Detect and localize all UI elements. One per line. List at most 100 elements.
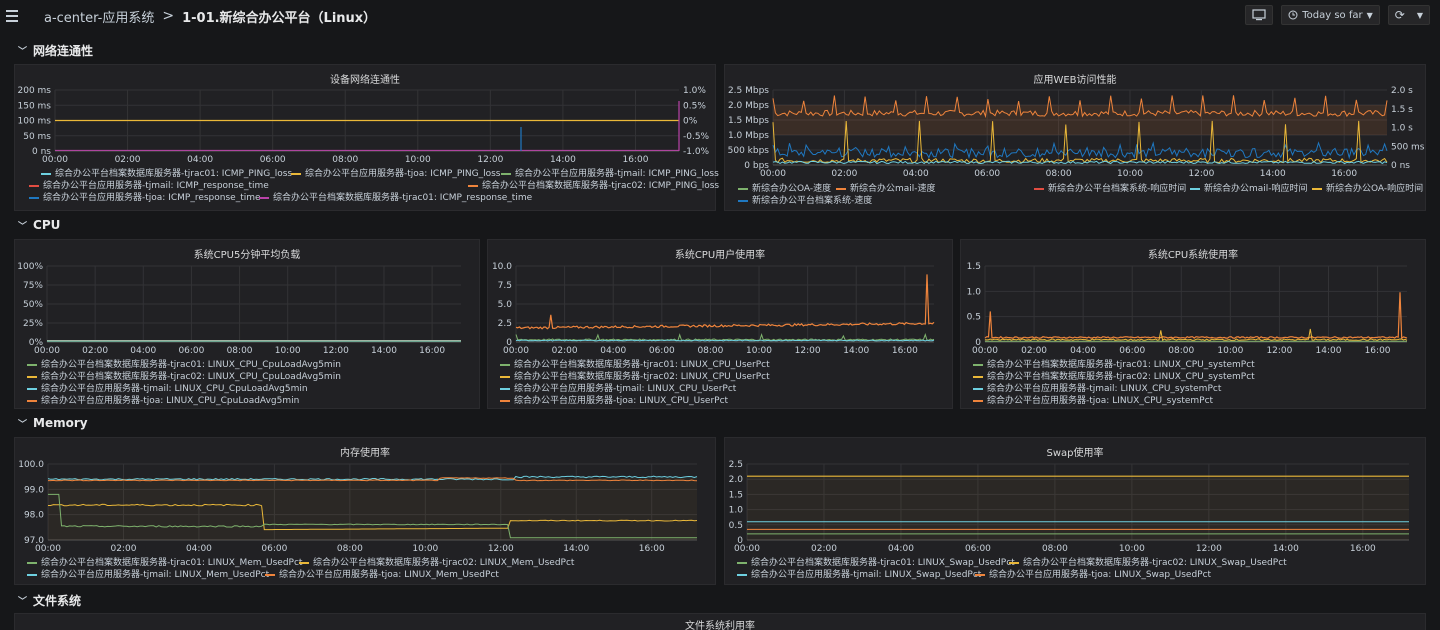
y2-tick-label: -1.0% [683,147,710,157]
legend-swatch [29,185,39,187]
series-tjoa-userpct [515,274,935,330]
legend-label: 综合办公平台应用服务器-tjmail: LINUX_CPU_UserPct [514,384,737,394]
legend-item[interactable]: 新综合办公平台档案系统-响应时间 [1034,183,1186,195]
time-picker-button[interactable]: Today so far ▼ [1281,5,1380,25]
y-tick-label: 97.0 [24,536,44,546]
breadcrumb-folder[interactable]: a-center-应用系统 [44,10,155,26]
dashboard-title[interactable]: 1-01.新综合办公平台（Linux） [182,10,377,26]
legend-item[interactable]: 新综合办公OA-速度 [738,183,831,195]
panel-ping-title[interactable]: 设备网络连通性 [330,75,400,86]
y-tick-label: 1.0 [967,287,982,297]
legend-label: 综合办公平台应用服务器-tjmail: ICMP_PING_loss [515,169,719,179]
refresh-interval-caret-icon[interactable]: ▼ [1416,10,1423,20]
x-tick-label: 04:00 [600,346,626,356]
legend-item[interactable]: 综合办公平台档案数据库服务器-tjrac01: ICMP_PING_loss [41,168,292,180]
legend-swatch [738,188,748,190]
panel-mem-title[interactable]: 内存使用率 [340,448,390,459]
panel-swap[interactable]: Swap使用率 2.5 2.0 1.5 1.0 0.5 0 00:00 02:00 04:00 0… [724,437,1426,585]
legend-swatch [468,185,478,187]
panel-swap-title[interactable]: Swap使用率 [1046,448,1104,459]
y-tick-label: 0.5 [729,521,743,531]
y-tick-label: 7.5 [498,281,512,291]
row-cpu[interactable]: ﹀ CPU [18,218,60,232]
menu-icon[interactable] [4,5,26,27]
legend-item[interactable]: 综合办公平台应用服务器-tjmail: LINUX_Swap_UsedPct [737,569,981,581]
x-tick-label: 04:00 [186,544,212,554]
legend-item[interactable]: 综合办公平台应用服务器-tjmail: LINUX_Mem_UsedPct [27,569,269,581]
legend-item[interactable]: 综合办公平台档案数据库服务器-tjrac02: LINUX_CPU_UserPc… [500,371,770,383]
refresh-button[interactable]: ⟳ ▼ [1387,5,1430,25]
panel-cpusys[interactable]: 系统CPU系统使用率 1.5 1.0 0.5 0 00:00 02:00 04:00 06:0… [960,239,1426,409]
y-tick-label: 0.5 [967,313,981,323]
panel-web-title[interactable]: 应用WEB访问性能 [1033,75,1117,86]
legend-load: 综合办公平台档案数据库服务器-tjrac01: LINUX_CPU_CpuLoa… [27,359,477,409]
legend-item[interactable]: 综合办公平台档案数据库服务器-tjrac01: LINUX_Swap_UsedP… [737,557,1015,569]
series-tjrac02-syspct [984,328,1408,342]
panel-cpuuser-title[interactable]: 系统CPU用户使用率 [674,250,766,261]
legend-item[interactable]: 综合办公平台档案数据库服务器-tjrac01: ICMP_response_ti… [259,192,532,204]
legend-item[interactable]: 综合办公平台应用服务器-tjmail: LINUX_CPU_UserPct [500,383,736,395]
legend-label: 综合办公平台档案数据库服务器-tjrac02: LINUX_Mem_UsedPc… [313,558,575,568]
legend-item[interactable]: 综合办公平台档案数据库服务器-tjrac01: LINUX_CPU_CpuLoa… [27,359,341,371]
panel-mem[interactable]: 内存使用率 100.0 99.0 98.0 97.0 00:00 02:00 04:00 06… [14,437,716,585]
legend-item[interactable]: 综合办公平台应用服务器-tjmail: ICMP_PING_loss [501,168,719,180]
legend-item[interactable]: 综合办公平台应用服务器-tjoa: LINUX_Mem_UsedPct [265,569,499,581]
y-tick-label: 2.5 Mbps [728,86,769,96]
legend-label: 综合办公平台应用服务器-tjmail: LINUX_Swap_UsedPct [751,570,982,580]
legend-item[interactable]: 综合办公平台档案数据库服务器-tjrac01: LINUX_CPU_system… [973,359,1255,371]
legend-item[interactable]: 新综合办公mail-响应时间 [1190,183,1308,195]
x-tick-label: 12:00 [795,346,821,356]
chart-mem: 100.0 99.0 98.0 97.000:00 02:00 04:00 06:00 08:… [18,460,698,554]
legend-item[interactable]: 新综合办公平台档案系统-速度 [738,195,872,207]
x-tick-label: 06:00 [261,544,287,554]
breadcrumb: a-center-应用系统 > 1-01.新综合办公平台（Linux） [44,7,376,26]
legend-item[interactable]: 综合办公平台应用服务器-tjmail: LINUX_CPU_systemPct [973,383,1221,395]
legend-swatch [500,364,510,366]
legend-item[interactable]: 综合办公平台档案数据库服务器-tjrac02: ICMP_PING_loss [468,180,719,192]
legend-item[interactable]: 综合办公平台档案数据库服务器-tjrac01: LINUX_Mem_UsedPc… [27,557,302,569]
legend-swatch [41,173,51,175]
x-tick-label: 16:00 [419,346,445,356]
legend-swatch [1009,562,1019,564]
tv-mode-button[interactable] [1245,5,1274,25]
legend-item[interactable]: 综合办公平台档案数据库服务器-tjrac01: LINUX_CPU_UserPc… [500,359,770,371]
row-memory[interactable]: ﹀ Memory [18,416,88,430]
y-tick-label: 100% [17,262,43,272]
legend-item[interactable]: 综合办公平台应用服务器-tjoa: LINUX_Swap_UsedPct [975,569,1211,581]
legend-swatch [259,197,269,199]
x-tick-label: 10:00 [275,346,301,356]
y-tick-label: 1.0 Mbps [728,131,769,141]
legend-item[interactable]: 新综合办公OA-响应时间 [1312,183,1423,195]
legend-item[interactable]: 综合办公平台档案数据库服务器-tjrac02: LINUX_Swap_UsedP… [1009,557,1287,569]
legend-item[interactable]: 综合办公平台档案数据库服务器-tjrac02: LINUX_CPU_CpuLoa… [27,371,341,383]
legend-item[interactable]: 综合办公平台应用服务器-tjoa: ICMP_response_time [29,192,261,204]
legend-item[interactable]: 综合办公平台应用服务器-tjmail: LINUX_CPU_CpuLoadAvg… [27,383,308,395]
panel-fs-title[interactable]: 文件系统利用率 [685,621,755,630]
panel-cpusys-title[interactable]: 系统CPU系统使用率 [1147,250,1239,261]
legend-item[interactable]: 综合办公平台应用服务器-tjoa: ICMP_PING_loss [291,168,501,180]
panel-web[interactable]: 应用WEB访问性能 2.5 Mbps 2.0 Mbps 1.5 Mbps 1.0 Mb… [724,64,1426,211]
legend-item[interactable]: 综合办公平台应用服务器-tjoa: LINUX_CPU_systemPct [973,395,1213,407]
panel-cpuuser[interactable]: 系统CPU用户使用率 10.0 7.5 5.0 2.5 0 00:00 02:00 04:00… [487,239,953,409]
x-tick-label: 02:00 [811,544,837,554]
row-network[interactable]: ﹀ 网络连通性 [18,42,93,59]
x-tick-label: 14:00 [1273,544,1299,554]
row-fs[interactable]: ﹀ 文件系统 [18,592,81,609]
x-tick-label: 02:00 [115,155,141,165]
legend-label: 综合办公平台应用服务器-tjmail: ICMP_response_time [43,181,269,191]
panel-load-title[interactable]: 系统CPU5分钟平均负载 [193,250,301,261]
panel-fs[interactable]: 文件系统利用率 [14,613,1426,630]
legend-label: 新综合办公mail-响应时间 [1204,184,1308,194]
legend-item[interactable]: 综合办公平台应用服务器-tjmail: ICMP_response_time [29,180,269,192]
legend-swatch [737,574,747,576]
legend-item[interactable]: 综合办公平台档案数据库服务器-tjrac02: LINUX_CPU_system… [973,371,1255,383]
y-tick-label: 2.5 [498,319,512,329]
legend-item[interactable]: 综合办公平台档案数据库服务器-tjrac02: LINUX_Mem_UsedPc… [299,557,574,569]
panel-load[interactable]: 系统CPU5分钟平均负载 100% 75% 50% 25% 0% 00:00 02:00 04… [14,239,480,409]
legend-item[interactable]: 综合办公平台应用服务器-tjoa: LINUX_CPU_UserPct [500,395,728,407]
y-tick-label: 50 ms [23,132,51,142]
panel-ping[interactable]: 设备网络连通性 200 ms 150 ms 100 ms 50 ms 0 ns 1.0% 0… [14,64,719,211]
legend-item[interactable]: 综合办公平台应用服务器-tjoa: LINUX_CPU_CpuLoadAvg5m… [27,395,299,407]
legend-item[interactable]: 新综合办公mail-速度 [836,183,936,195]
x-tick-label: 02:00 [1021,346,1047,356]
